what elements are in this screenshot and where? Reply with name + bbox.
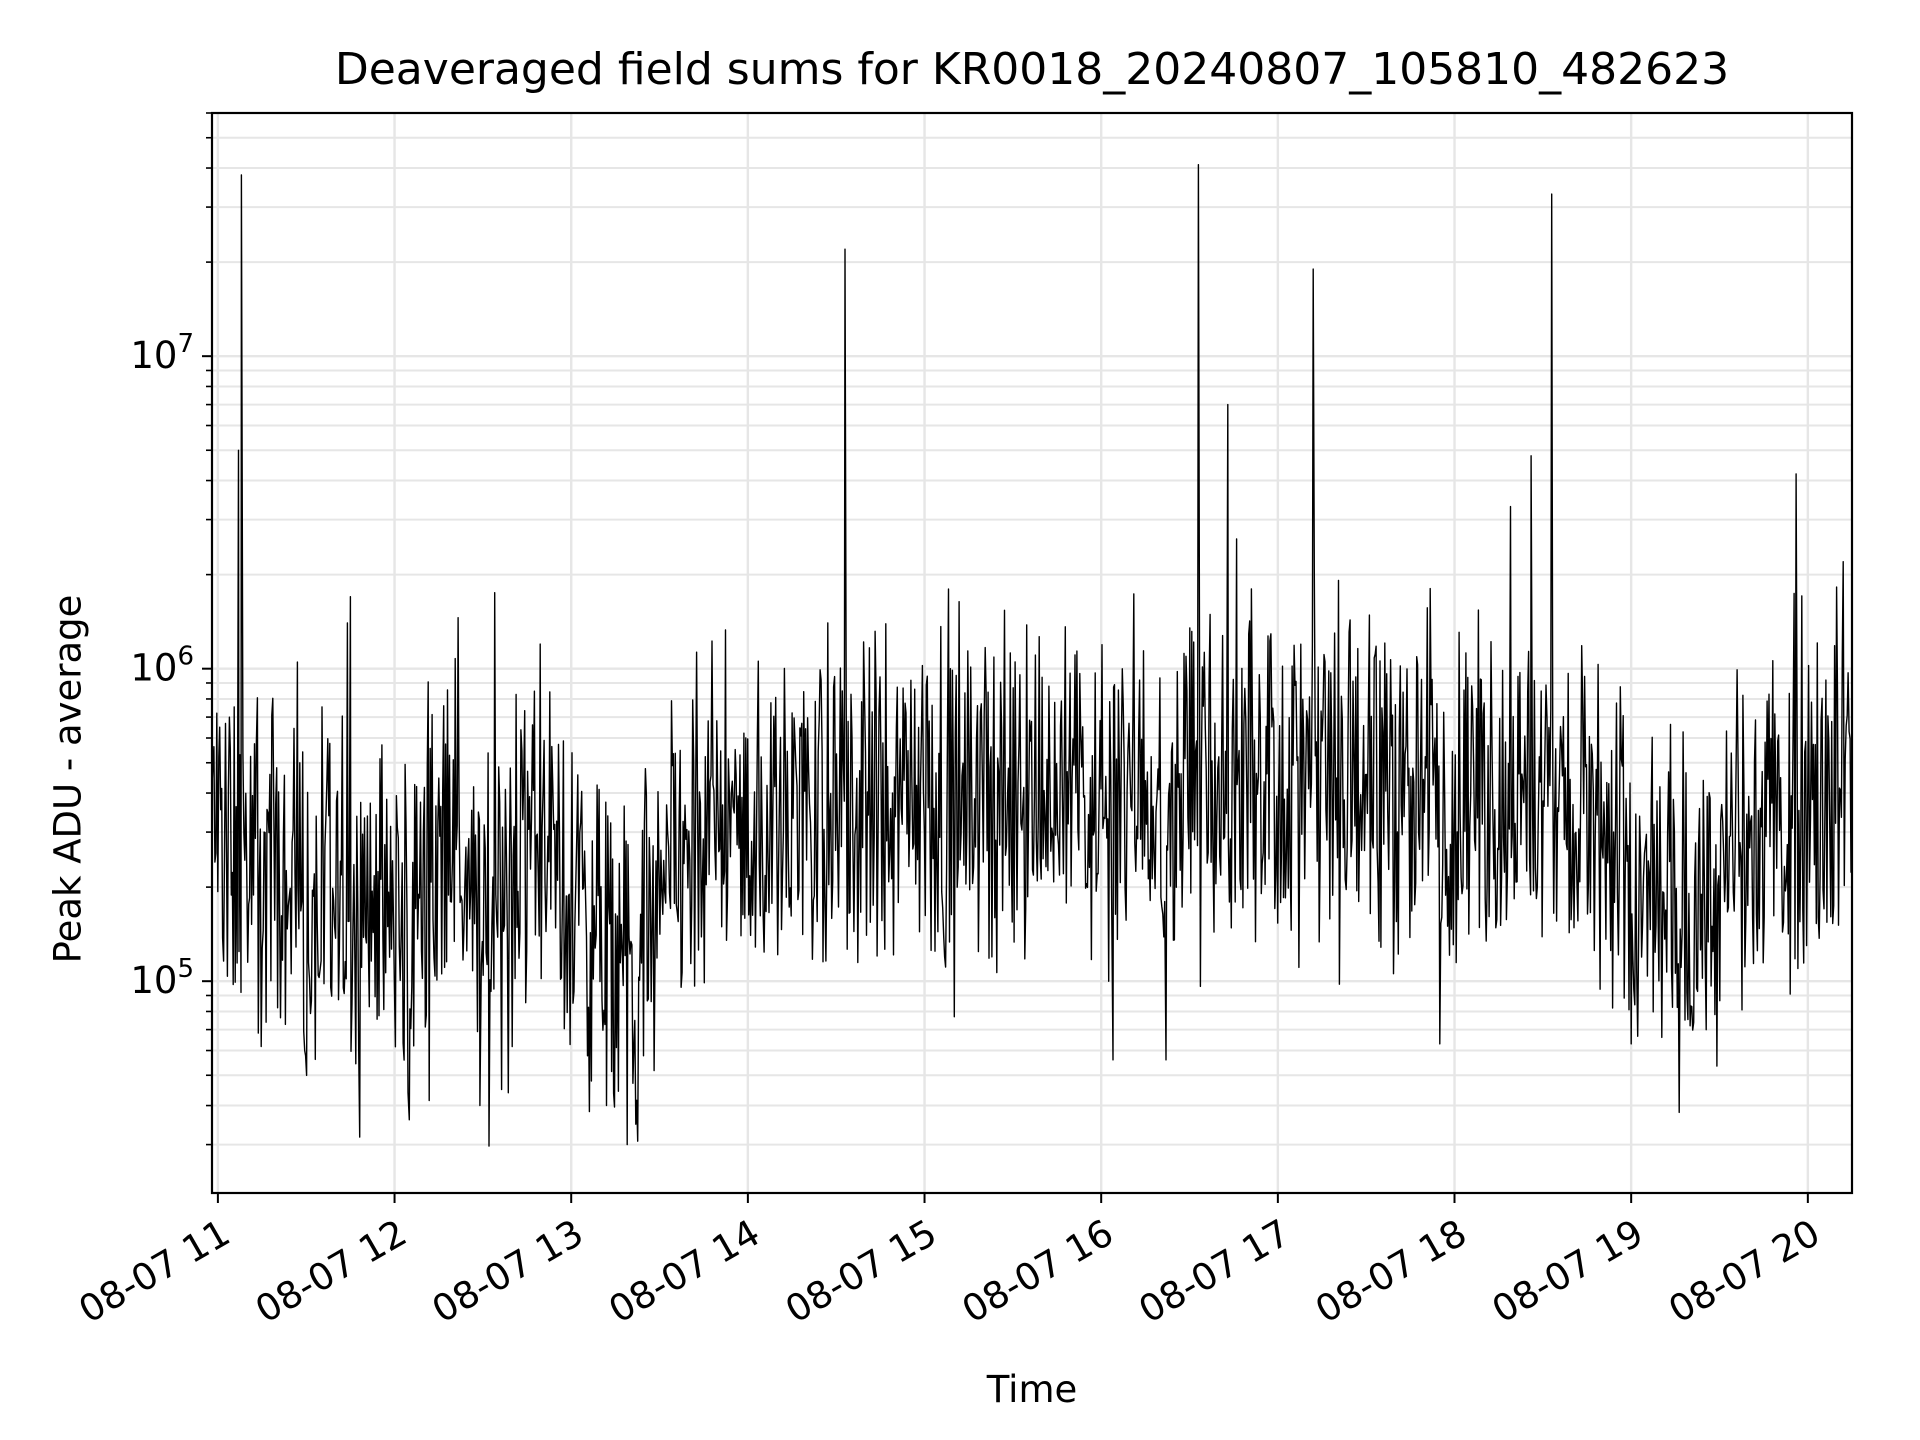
x-tick-label: 08-07 19	[1485, 1211, 1651, 1331]
x-tick-label: 08-07 18	[1308, 1211, 1474, 1331]
x-tick-label: 08-07 13	[425, 1211, 591, 1331]
y-tick-label: 105	[130, 954, 194, 1002]
y-tick-label: 107	[130, 329, 194, 377]
x-axis-label: Time	[986, 1368, 1078, 1411]
x-tick-label: 08-07 20	[1662, 1211, 1828, 1331]
x-tick-label: 08-07 12	[248, 1211, 414, 1331]
series-layer	[211, 164, 1853, 1147]
x-tick-label: 08-07 15	[778, 1211, 944, 1331]
x-tick-label: 08-07 14	[602, 1211, 768, 1331]
x-tick-label: 08-07 17	[1132, 1211, 1298, 1331]
y-tick-label: 106	[130, 642, 194, 690]
series-line	[211, 164, 1853, 1147]
x-tick-label: 08-07 16	[955, 1211, 1121, 1331]
chart-title: Deaveraged field sums for KR0018_2024080…	[334, 44, 1730, 95]
x-tick-label: 08-07 11	[72, 1211, 238, 1331]
plot-frame	[210, 111, 1854, 1195]
